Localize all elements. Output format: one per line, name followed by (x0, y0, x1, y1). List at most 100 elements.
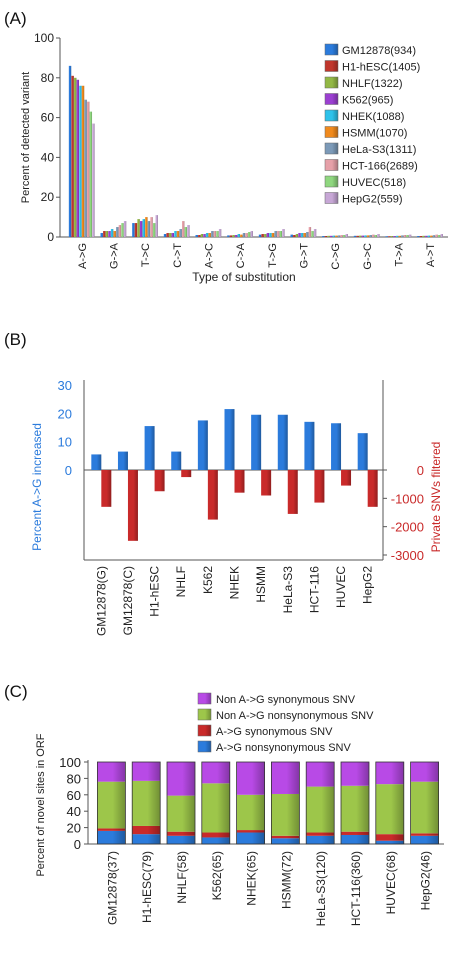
b-bar-increase (144, 426, 155, 470)
a-bar (327, 235, 330, 237)
b-bar-filtered (181, 470, 192, 478)
a-bar (403, 235, 407, 237)
a-y-tick-label: 100 (34, 31, 54, 45)
c-legend-label: Non A->G synonymous SNV (216, 694, 356, 706)
a-bar (123, 221, 127, 237)
a-bar (74, 77, 77, 237)
c-bar-segment (306, 762, 335, 787)
b-bar-increase (331, 423, 342, 470)
a-bar (100, 233, 103, 237)
a-legend-swatch (324, 142, 339, 155)
a-bar (300, 233, 304, 237)
c-x-tick-label: K562(65) (210, 851, 224, 900)
a-x-axis-title: Type of substitution (192, 270, 295, 284)
c-x-tick-label: HepG2(46) (419, 851, 433, 910)
c-bar-segment (410, 781, 439, 834)
c-y-tick-label: 100 (59, 755, 81, 770)
c-legend-label: A->G nonsynonymous SNV (216, 742, 351, 754)
b-bar-increase (251, 414, 262, 470)
a-x-tick-label: C->T (172, 243, 184, 268)
a-bar (134, 223, 138, 237)
c-bar-outline (166, 761, 196, 845)
a-y-tick-label: 0 (47, 230, 54, 244)
a-bar (198, 235, 201, 237)
a-bar (237, 234, 240, 237)
c-bar-segment (167, 762, 195, 796)
a-bar (76, 79, 80, 237)
a-x-tick-label: T->G (267, 243, 279, 268)
c-bar-segment (97, 781, 126, 829)
a-bar (250, 231, 253, 237)
a-bar (208, 233, 211, 237)
a-bar (422, 235, 425, 237)
c-x-tick-label: NHEK(65) (245, 851, 259, 906)
a-legend-label: H1-hESC(1405) (342, 62, 420, 74)
a-bar (432, 235, 436, 237)
a-bar (261, 234, 264, 237)
a-bar (105, 231, 109, 237)
c-bar-segment (271, 838, 300, 844)
a-bar (274, 231, 277, 237)
a-bar (110, 229, 114, 237)
c-x-tick-label: H1-hESC(79) (140, 851, 154, 923)
b-left-axis-title: Percent A->G increased (30, 423, 44, 551)
b-bar-filtered (154, 470, 165, 492)
a-bar (364, 235, 367, 237)
a-bar (211, 231, 214, 237)
a-bar (182, 221, 185, 237)
b-bar-filtered (207, 470, 218, 520)
a-bar (234, 235, 238, 237)
b-right-tick-label: -1000 (391, 491, 424, 506)
c-bar-segment (341, 834, 369, 844)
b-bar-filtered (367, 470, 378, 507)
a-bar (356, 235, 359, 237)
c-bar-segment (132, 780, 161, 826)
c-x-tick-label: HeLa-S3(120) (314, 851, 328, 926)
a-y-tick-label: 20 (41, 190, 55, 204)
a-bar (103, 231, 106, 237)
a-bar (282, 229, 285, 237)
a-bar (329, 235, 333, 237)
a-bar (216, 231, 219, 237)
panel-a: (A) 0 20 40 60 80 100 Percent of detected varia… (4, 9, 448, 284)
c-bar-outline (305, 761, 335, 845)
c-bar-outline (236, 761, 266, 845)
c-bar-outline (270, 761, 300, 845)
a-bar (290, 234, 293, 237)
c-y-axis-title: Percent of novel sites in ORF (35, 733, 47, 876)
b-x-tick-label: HeLa-S3 (281, 566, 295, 614)
a-x-tick-label: G->C (362, 243, 374, 270)
c-bar-segment (97, 762, 126, 782)
b-bar-filtered (234, 470, 245, 493)
c-y-tick-label: 20 (67, 821, 81, 836)
b-left-tick-label: 30 (58, 378, 72, 393)
a-legend-label: K562(965) (342, 95, 393, 107)
c-bar-segment (236, 762, 265, 795)
a-legend-swatch (324, 76, 339, 89)
a-bar (311, 231, 314, 237)
a-bar (395, 235, 399, 237)
c-bar-segment (201, 762, 230, 784)
a-legend-label: HSMM(1070) (342, 128, 407, 140)
a-legend-label: GM12878(934) (342, 45, 416, 57)
a-bar (279, 231, 283, 237)
b-bar-filtered (314, 470, 325, 503)
a-bar (324, 236, 328, 237)
a-bar (295, 234, 299, 237)
a-bar (166, 233, 169, 237)
c-legend-swatch (197, 692, 212, 705)
b-right-tick-label: 0 (417, 463, 424, 478)
a-bar (132, 223, 135, 237)
c-bar-segment (236, 832, 265, 844)
a-bar (203, 234, 206, 237)
a-bar (232, 235, 235, 237)
c-bar-outline (97, 761, 126, 845)
b-left-tick-label: 10 (58, 435, 72, 450)
a-y-tick-label: 60 (41, 111, 55, 125)
a-bar (195, 235, 198, 237)
c-bar-segment (167, 795, 195, 832)
b-x-tick-label: HUVEC (334, 566, 348, 608)
b-x-tick-label: HCT-116 (307, 566, 321, 613)
a-bar (229, 235, 233, 237)
a-bar (121, 223, 124, 237)
